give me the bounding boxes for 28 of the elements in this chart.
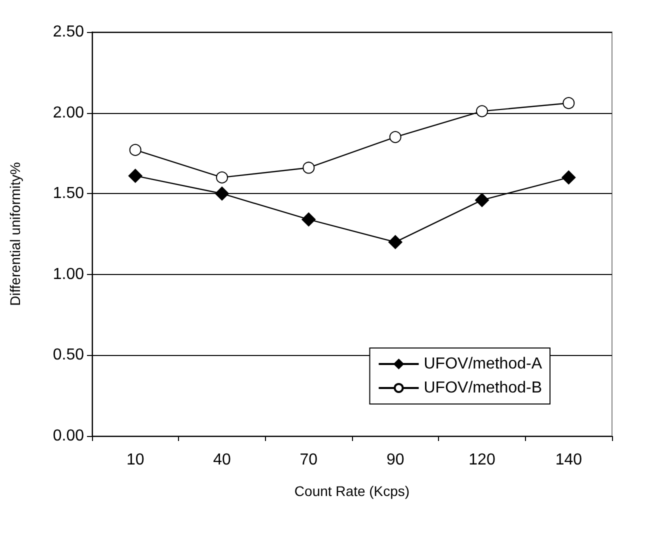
- point: [562, 170, 576, 184]
- y-tick-label: 0.00: [52, 428, 84, 444]
- x-tick-label: 10: [126, 452, 144, 468]
- y-tick-label: 2.00: [52, 104, 84, 122]
- x-tick-label: 70: [300, 452, 318, 468]
- y-tick-label: 1.00: [52, 266, 84, 283]
- x-axis-title: Count Rate (Kcps): [294, 483, 410, 499]
- point: [215, 186, 229, 201]
- legend-label: UFOV/method-B: [424, 380, 542, 396]
- point: [302, 162, 315, 174]
- x-tick-label: 140: [555, 452, 582, 468]
- x-tick-label: 90: [386, 452, 404, 468]
- y-tick-label: 0.50: [52, 346, 84, 364]
- point: [389, 131, 402, 144]
- point: [128, 168, 142, 183]
- point: [129, 144, 142, 156]
- legend-label: UFOV/method-A: [424, 356, 542, 372]
- y-tick-label: 2.50: [52, 24, 84, 40]
- x-tick-label: 120: [468, 452, 496, 468]
- point: [476, 105, 488, 118]
- point: [562, 97, 575, 110]
- point: [302, 212, 316, 226]
- x-tick-label: 40: [213, 452, 231, 468]
- point: [475, 193, 489, 208]
- point: [388, 235, 402, 250]
- point: [216, 171, 228, 184]
- y-axis-title: Differential uniformity%: [7, 162, 23, 306]
- y-tick-label: 1.50: [52, 185, 84, 202]
